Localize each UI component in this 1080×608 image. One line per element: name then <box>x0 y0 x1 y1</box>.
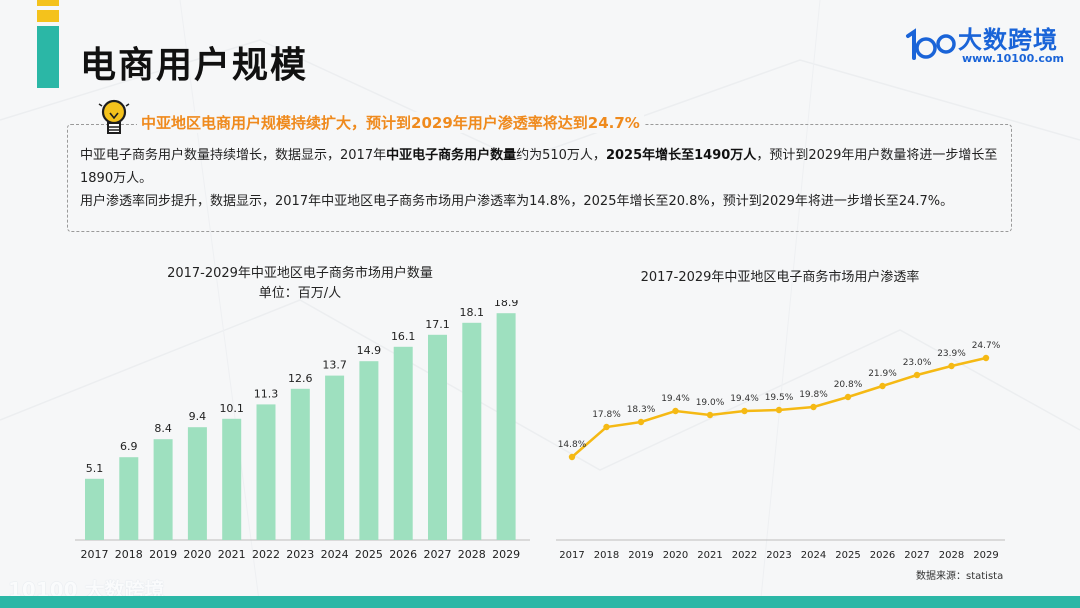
line-tick-2025: 2025 <box>835 550 860 561</box>
line-chart: 14.8% 2017 17.8% 2018 18.3% 2019 19.4% 2020 19.0… <box>556 341 1005 561</box>
bar-2028 <box>462 322 482 540</box>
point-label-2025: 20.8% <box>834 380 863 390</box>
lightbulb-icon <box>98 99 130 134</box>
point-label-2023: 19.5% <box>765 393 794 403</box>
bar-label-2022: 11.3 <box>254 387 279 400</box>
bar-2018 <box>119 457 139 540</box>
point-2028 <box>948 362 955 370</box>
bar-tick-2020: 2020 <box>183 548 211 561</box>
point-2026 <box>879 382 886 390</box>
point-2025 <box>844 393 852 401</box>
bar-2026 <box>393 346 413 540</box>
bar-chart-title: 2017-2029年中亚地区电子商务市场用户数量 <box>167 266 433 281</box>
bar-2027 <box>428 334 447 540</box>
footer-bar <box>0 596 1080 608</box>
point-2019 <box>637 418 645 426</box>
bar-label-2024: 13.7 <box>322 359 347 372</box>
accent-bar-main <box>37 26 59 88</box>
bar-tick-2022: 2022 <box>252 548 280 561</box>
bar-tick-2018: 2018 <box>115 548 143 561</box>
point-label-2029: 24.7% <box>972 341 1001 351</box>
bar-tick-2024: 2024 <box>321 548 349 561</box>
bar-tick-2019: 2019 <box>149 548 177 561</box>
bar-chart-subtitle: 单位：百万/人 <box>258 286 342 301</box>
bar-label-2017: 5.1 <box>86 462 104 475</box>
point-label-2026: 21.9% <box>868 369 897 379</box>
point-label-2022: 19.4% <box>730 394 759 404</box>
line-tick-2022: 2022 <box>732 550 757 561</box>
bar-tick-2028: 2028 <box>458 548 486 561</box>
point-2023 <box>775 406 783 414</box>
brand-name: 大数跨境 <box>958 26 1058 54</box>
bar-tick-2023: 2023 <box>286 548 314 561</box>
source-note: 数据来源：statista <box>916 571 1004 582</box>
line-tick-2017: 2017 <box>559 550 584 561</box>
point-2024 <box>810 403 817 411</box>
bar-label-2018: 6.9 <box>120 440 137 453</box>
bar-tick-2021: 2021 <box>218 548 246 561</box>
point-label-2027: 23.0% <box>903 358 932 368</box>
bar-2024 <box>325 375 345 540</box>
line-tick-2024: 2024 <box>801 550 826 561</box>
brand-url: www.10100.com <box>962 52 1064 65</box>
point-2020 <box>672 407 679 415</box>
bar-label-2025: 14.9 <box>357 344 382 357</box>
bar-label-2029: 18.9 <box>494 300 518 309</box>
bar-2020 <box>187 427 207 540</box>
point-2022 <box>741 407 748 415</box>
point-2018 <box>603 423 610 431</box>
line-tick-2027: 2027 <box>904 550 929 561</box>
point-label-2019: 18.3% <box>627 405 656 415</box>
page-title: 电商用户规模 <box>80 45 309 86</box>
bar-label-2019: 8.4 <box>154 422 172 435</box>
bar-label-2026: 16.1 <box>391 330 416 343</box>
bar-2022 <box>256 404 276 540</box>
point-label-2021: 19.0% <box>696 398 725 408</box>
bar-2021 <box>222 418 242 540</box>
point-2029 <box>982 354 990 362</box>
bar-2017 <box>85 478 104 540</box>
brand-logo-icon <box>906 28 956 60</box>
accent-bar-mid <box>37 10 59 22</box>
bar-chart: 5.1 2017 6.9 2018 8.4 2019 9.4 2020 10.1 2021 11.3… <box>75 300 530 561</box>
line-tick-2018: 2018 <box>594 550 619 561</box>
line-tick-2021: 2021 <box>697 550 722 561</box>
line-tick-2029: 2029 <box>973 550 998 561</box>
summary-paragraph-2: 用户渗透率同步提升，数据显示，2017年中亚地区电子商务市场用户渗透率为14.8… <box>80 194 954 209</box>
point-label-2017: 14.8% <box>558 440 587 450</box>
point-label-2028: 23.9% <box>937 349 966 359</box>
bar-tick-2026: 2026 <box>389 548 417 561</box>
summary-headline: 中亚地区电商用户规模持续扩大，预计到2029年用户渗透率将达到24.7% <box>137 112 644 133</box>
line-tick-2023: 2023 <box>766 550 791 561</box>
bar-tick-2029: 2029 <box>492 548 520 561</box>
point-2021 <box>706 411 714 419</box>
point-label-2020: 19.4% <box>661 394 690 404</box>
point-2017 <box>568 453 576 461</box>
line-tick-2028: 2028 <box>939 550 964 561</box>
line-tick-2020: 2020 <box>663 550 688 561</box>
bar-label-2020: 9.4 <box>189 410 207 423</box>
summary-paragraph-1: 中亚电子商务用户数量持续增长，数据显示，2017年中亚电子商务用户数量约为510… <box>80 148 998 186</box>
bar-2025 <box>359 361 379 540</box>
bar-tick-2017: 2017 <box>81 548 109 561</box>
bar-2029 <box>496 313 516 540</box>
line-chart-title: 2017-2029年中亚地区电子商务市场用户渗透率 <box>640 270 920 285</box>
summary-text: 中亚电子商务用户数量持续增长，数据显示，2017年中亚电子商务用户数量约为510… <box>80 144 1000 213</box>
point-label-2018: 17.8% <box>592 410 621 420</box>
line-tick-2019: 2019 <box>628 550 653 561</box>
bar-2023 <box>290 388 310 540</box>
bar-label-2028: 18.1 <box>460 306 485 319</box>
bar-2019 <box>153 439 173 540</box>
accent-bar-top <box>37 0 59 6</box>
point-label-2024: 19.8% <box>799 390 828 400</box>
line-tick-2026: 2026 <box>870 550 895 561</box>
bar-tick-2027: 2027 <box>424 548 452 561</box>
bar-label-2023: 12.6 <box>288 372 313 385</box>
bar-label-2027: 17.1 <box>425 318 450 331</box>
bar-label-2021: 10.1 <box>219 402 244 415</box>
bar-tick-2025: 2025 <box>355 548 383 561</box>
point-2027 <box>913 371 921 379</box>
